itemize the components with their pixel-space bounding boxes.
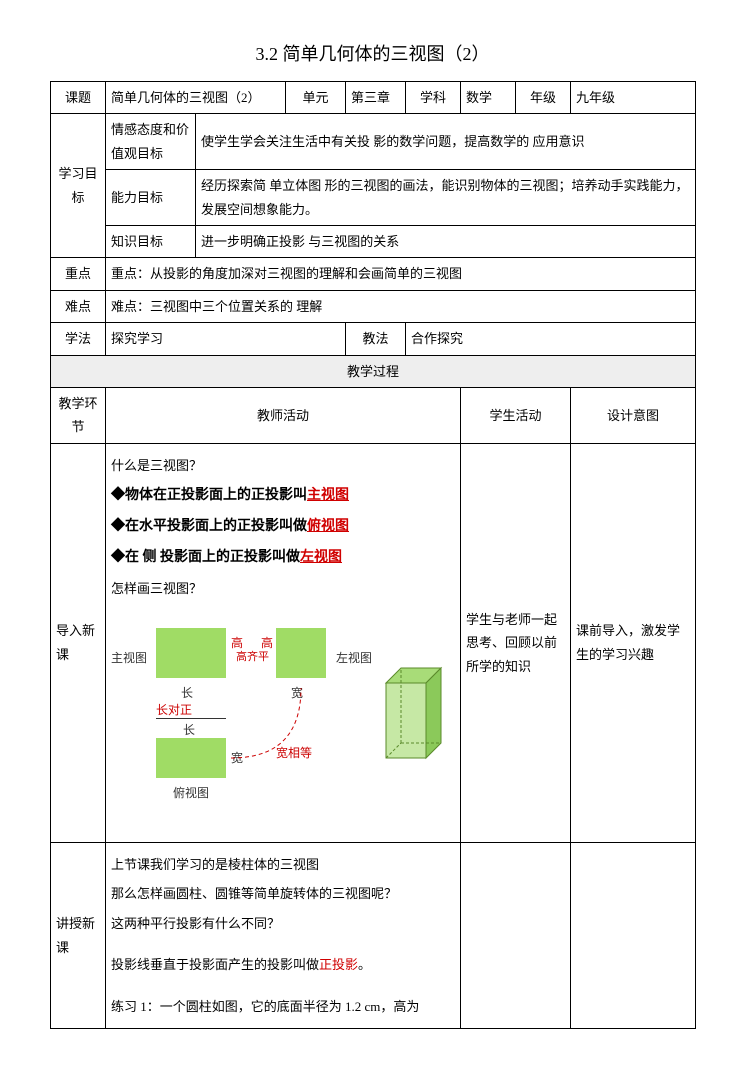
ability-label: 能力目标 [106, 170, 196, 226]
three-view-diagram: 主视图 左视图 高 高齐平 高 长 宽 长对正 长 宽 宽相等 [111, 608, 471, 838]
learn-value: 探究学习 [106, 323, 346, 355]
b1b: 主视图 [307, 488, 349, 503]
top-view-box [156, 738, 226, 778]
unit-label: 单元 [286, 82, 346, 114]
lecture-teacher-cell: 上节课我们学习的是棱柱体的三视图 那么怎样画圆柱、圆锥等简单旋转体的三视图呢？ … [106, 843, 461, 1029]
lecture-intent [571, 843, 696, 1029]
b3a: ◆在 侧 投影面上的正投影叫做 [111, 550, 300, 565]
topic-label: 课题 [51, 82, 106, 114]
lesson-plan-table: 课题 简单几何体的三视图（2） 单元 第三章 学科 数学 年级 九年级 学习目标… [50, 81, 696, 1029]
subject-label: 学科 [406, 82, 461, 114]
diff-label: 难点 [51, 290, 106, 322]
left-view-label: 左视图 [336, 648, 372, 670]
knowledge-label: 知识目标 [106, 225, 196, 257]
col-student: 学生活动 [461, 387, 571, 443]
top-view-label: 俯视图 [173, 783, 209, 805]
header-row: 课题 简单几何体的三视图（2） 单元 第三章 学科 数学 年级 九年级 [51, 82, 696, 114]
front-view-label: 主视图 [111, 648, 147, 670]
prism-icon [381, 663, 451, 763]
knowledge-value: 进一步明确正投影 与三视图的关系 [196, 225, 696, 257]
intro-q2: 怎样画三视图？ [111, 577, 455, 600]
process-header: 教学过程 [51, 355, 696, 387]
grade-label: 年级 [516, 82, 571, 114]
intro-intent: 课前导入，激发学生的学习兴趣 [571, 443, 696, 842]
col-intent: 设计意图 [571, 387, 696, 443]
lecture-p4: 投影线垂直于投影面产生的投影叫做正投影。 [111, 953, 455, 976]
lecture-p5: 练习 1：一个圆柱如图，它的底面半径为 1.2 cm，高为 [111, 995, 455, 1018]
diff-value: 难点：三视图中三个位置关系的 理解 [106, 290, 696, 322]
intro-step: 导入新课 [51, 443, 106, 842]
front-view-box [156, 628, 226, 678]
b2a: ◆在水平投影面上的正投影叫做 [111, 519, 307, 534]
affect-value: 使学生学会关注生活中有关投 影的数学问题，提高数学的 应用意识 [196, 114, 696, 170]
key-value: 重点：从投影的角度加深对三视图的理解和会画简单的三视图 [106, 258, 696, 290]
width-eq-label: 宽相等 [276, 743, 312, 765]
intro-bullet-2: ◆在水平投影面上的正投影叫做俯视图 [111, 514, 455, 539]
p4a: 投影线垂直于投影面产生的投影叫做 [111, 957, 319, 972]
left-view-box [276, 628, 326, 678]
teach-label: 教法 [346, 323, 406, 355]
lecture-p1: 上节课我们学习的是棱柱体的三视图 [111, 853, 455, 876]
ability-value: 经历探索简 单立体图 形的三视图的画法，能识别物体的三视图；培养动手实践能力，发… [196, 170, 696, 226]
intro-student: 学生与老师一起思考、回顾以前所学的知识 [461, 443, 571, 842]
grade-value: 九年级 [571, 82, 696, 114]
b2b: 俯视图 [307, 519, 349, 534]
lecture-p2: 那么怎样画圆柱、圆锥等简单旋转体的三视图呢？ [111, 882, 455, 905]
affect-label: 情感态度和价值观目标 [106, 114, 196, 170]
b3b: 左视图 [300, 550, 342, 565]
intro-q1: 什么是三视图？ [111, 454, 455, 477]
height-label-2: 高 [261, 633, 273, 655]
subject-value: 数学 [461, 82, 516, 114]
p4b: 正投影 [319, 957, 358, 972]
b1a: ◆物体在正投影面上的正投影叫 [111, 488, 307, 503]
goals-label: 学习目标 [51, 114, 106, 258]
intro-bullet-3: ◆在 侧 投影面上的正投影叫做左视图 [111, 545, 455, 570]
lecture-student [461, 843, 571, 1029]
page-title: 3.2 简单几何体的三视图（2） [50, 40, 695, 66]
col-step: 教学环节 [51, 387, 106, 443]
key-label: 重点 [51, 258, 106, 290]
unit-value: 第三章 [346, 82, 406, 114]
learn-label: 学法 [51, 323, 106, 355]
p4c: 。 [358, 957, 371, 972]
col-teacher: 教师活动 [106, 387, 461, 443]
intro-bullet-1: ◆物体在正投影面上的正投影叫主视图 [111, 483, 455, 508]
lecture-step: 讲授新课 [51, 843, 106, 1029]
teach-value: 合作探究 [406, 323, 696, 355]
lecture-p3: 这两种平行投影有什么不同？ [111, 912, 455, 935]
intro-teacher-cell: 什么是三视图？ ◆物体在正投影面上的正投影叫主视图 ◆在水平投影面上的正投影叫做… [106, 443, 461, 842]
topic-value: 简单几何体的三视图（2） [106, 82, 286, 114]
